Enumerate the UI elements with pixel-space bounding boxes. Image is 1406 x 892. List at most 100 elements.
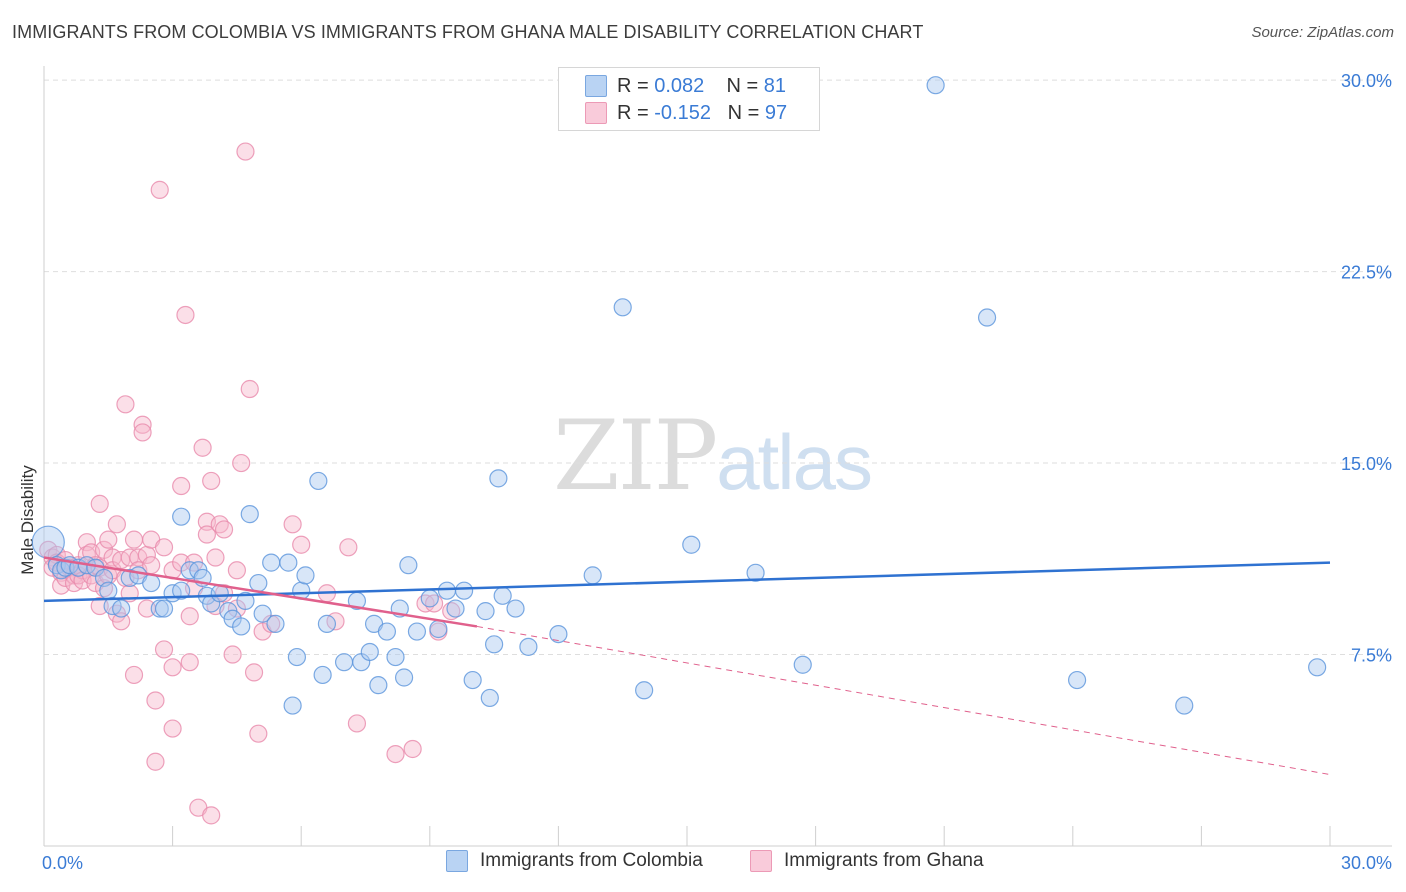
ghana-point [146, 752, 165, 771]
ghana-point [249, 724, 268, 743]
colombia-point [420, 589, 439, 608]
watermark-atlas: atlas [716, 418, 873, 506]
y-tick-label: 30.0% [1341, 71, 1392, 91]
ghana-point [133, 415, 152, 434]
ghana-point [154, 538, 174, 557]
colombia-point [279, 553, 298, 572]
colombia-point [493, 586, 512, 605]
colombia-point [977, 308, 997, 327]
colombia-point [1067, 670, 1087, 690]
correlation-legend: R = 0.082 N = 81 R = -0.152 N = 97 [558, 67, 820, 131]
colombia-point [334, 653, 354, 672]
legend-swatch-ghana [585, 102, 607, 124]
colombia-point [506, 599, 525, 618]
ghana-point [112, 612, 131, 631]
ghana-point [227, 561, 246, 580]
ghana-point [163, 658, 182, 677]
colombia-point [266, 614, 285, 633]
colombia-point [489, 469, 508, 488]
ghana-point [386, 744, 405, 764]
y-tick-label: 22.5% [1341, 263, 1392, 283]
ghana-point [339, 538, 358, 557]
series-legend-colombia: Immigrants from Colombia [446, 850, 703, 872]
colombia-point [369, 676, 388, 695]
colombia-point [446, 599, 465, 618]
colombia-point [463, 670, 482, 690]
colombia-point [154, 599, 174, 618]
ghana-point [124, 530, 144, 549]
colombia-point [287, 647, 307, 667]
ghana-point [244, 663, 264, 682]
colombia-point [399, 556, 418, 575]
colombia-point [150, 599, 169, 618]
ghana-point [202, 806, 221, 825]
ghana-point [180, 607, 199, 626]
colombia-point [583, 566, 602, 585]
series-label-colombia: Immigrants from Colombia [480, 850, 703, 871]
colombia-point [519, 637, 538, 656]
ghana-point [232, 453, 251, 473]
colombia-point [112, 599, 131, 618]
ghana-point [176, 305, 195, 325]
colombia-point [454, 581, 474, 600]
ghana-point [154, 640, 174, 659]
colombia-point [793, 655, 812, 674]
legend-swatch-colombia [585, 75, 607, 97]
colombia-point [682, 535, 701, 554]
ghana-point [292, 535, 311, 554]
colombia-point [232, 617, 251, 636]
colombia-point [746, 563, 765, 582]
legend-text-ghana: R = -0.152 N = 97 [617, 101, 788, 124]
colombia-point [1175, 696, 1194, 715]
series-label-ghana: Immigrants from Ghana [784, 850, 984, 871]
ghana-trend-extension [476, 625, 1331, 776]
ghana-point [214, 520, 234, 539]
colombia-point [549, 625, 568, 644]
ghana-point [283, 515, 302, 534]
colombia-point [309, 471, 328, 491]
ghana-point [90, 596, 109, 616]
ghana-point [403, 739, 422, 759]
colombia-point [249, 573, 268, 593]
series-swatch-colombia [446, 850, 468, 872]
colombia-point [407, 622, 427, 641]
colombia-point [99, 581, 118, 600]
ghana-point [163, 719, 182, 738]
colombia-point [236, 591, 255, 611]
colombia-point [142, 573, 161, 593]
colombia-point [262, 553, 281, 572]
colombia-point [31, 525, 65, 559]
colombia-point [476, 602, 495, 621]
legend-text-colombia: R = 0.082 N = 81 [617, 74, 787, 97]
colombia-point [485, 635, 504, 654]
ghana-point [223, 645, 242, 664]
ghana-point [90, 494, 109, 513]
watermark: ZIPatlas [553, 400, 873, 512]
colombia-point [429, 619, 448, 639]
colombia-point [480, 688, 499, 708]
colombia-point [172, 507, 191, 526]
ghana-point [347, 714, 367, 733]
colombia-point [437, 581, 457, 600]
ghana-point [206, 548, 225, 567]
colombia-point [283, 696, 302, 715]
colombia-point [360, 642, 379, 662]
watermark-zip: ZIP [553, 400, 718, 512]
ghana-point [180, 653, 199, 672]
legend-row-colombia: R = 0.082 N = 81 [585, 74, 786, 98]
series-swatch-ghana [750, 850, 772, 872]
ghana-point [236, 142, 255, 161]
colombia-trend-line [43, 561, 1331, 603]
ghana-point [193, 438, 212, 457]
colombia-point [635, 681, 654, 700]
source-attribution: Source: ZipAtlas.com [1251, 24, 1394, 41]
ghana-point [124, 665, 144, 685]
colombia-point [240, 505, 259, 524]
legend-row-ghana: R = -0.152 N = 97 [585, 101, 787, 125]
ghana-point [240, 379, 259, 399]
y-tick-label: 7.5% [1351, 646, 1392, 666]
x-tick-label: 0.0% [42, 853, 83, 873]
x-tick-label: 30.0% [1341, 853, 1392, 873]
colombia-point [296, 566, 315, 585]
